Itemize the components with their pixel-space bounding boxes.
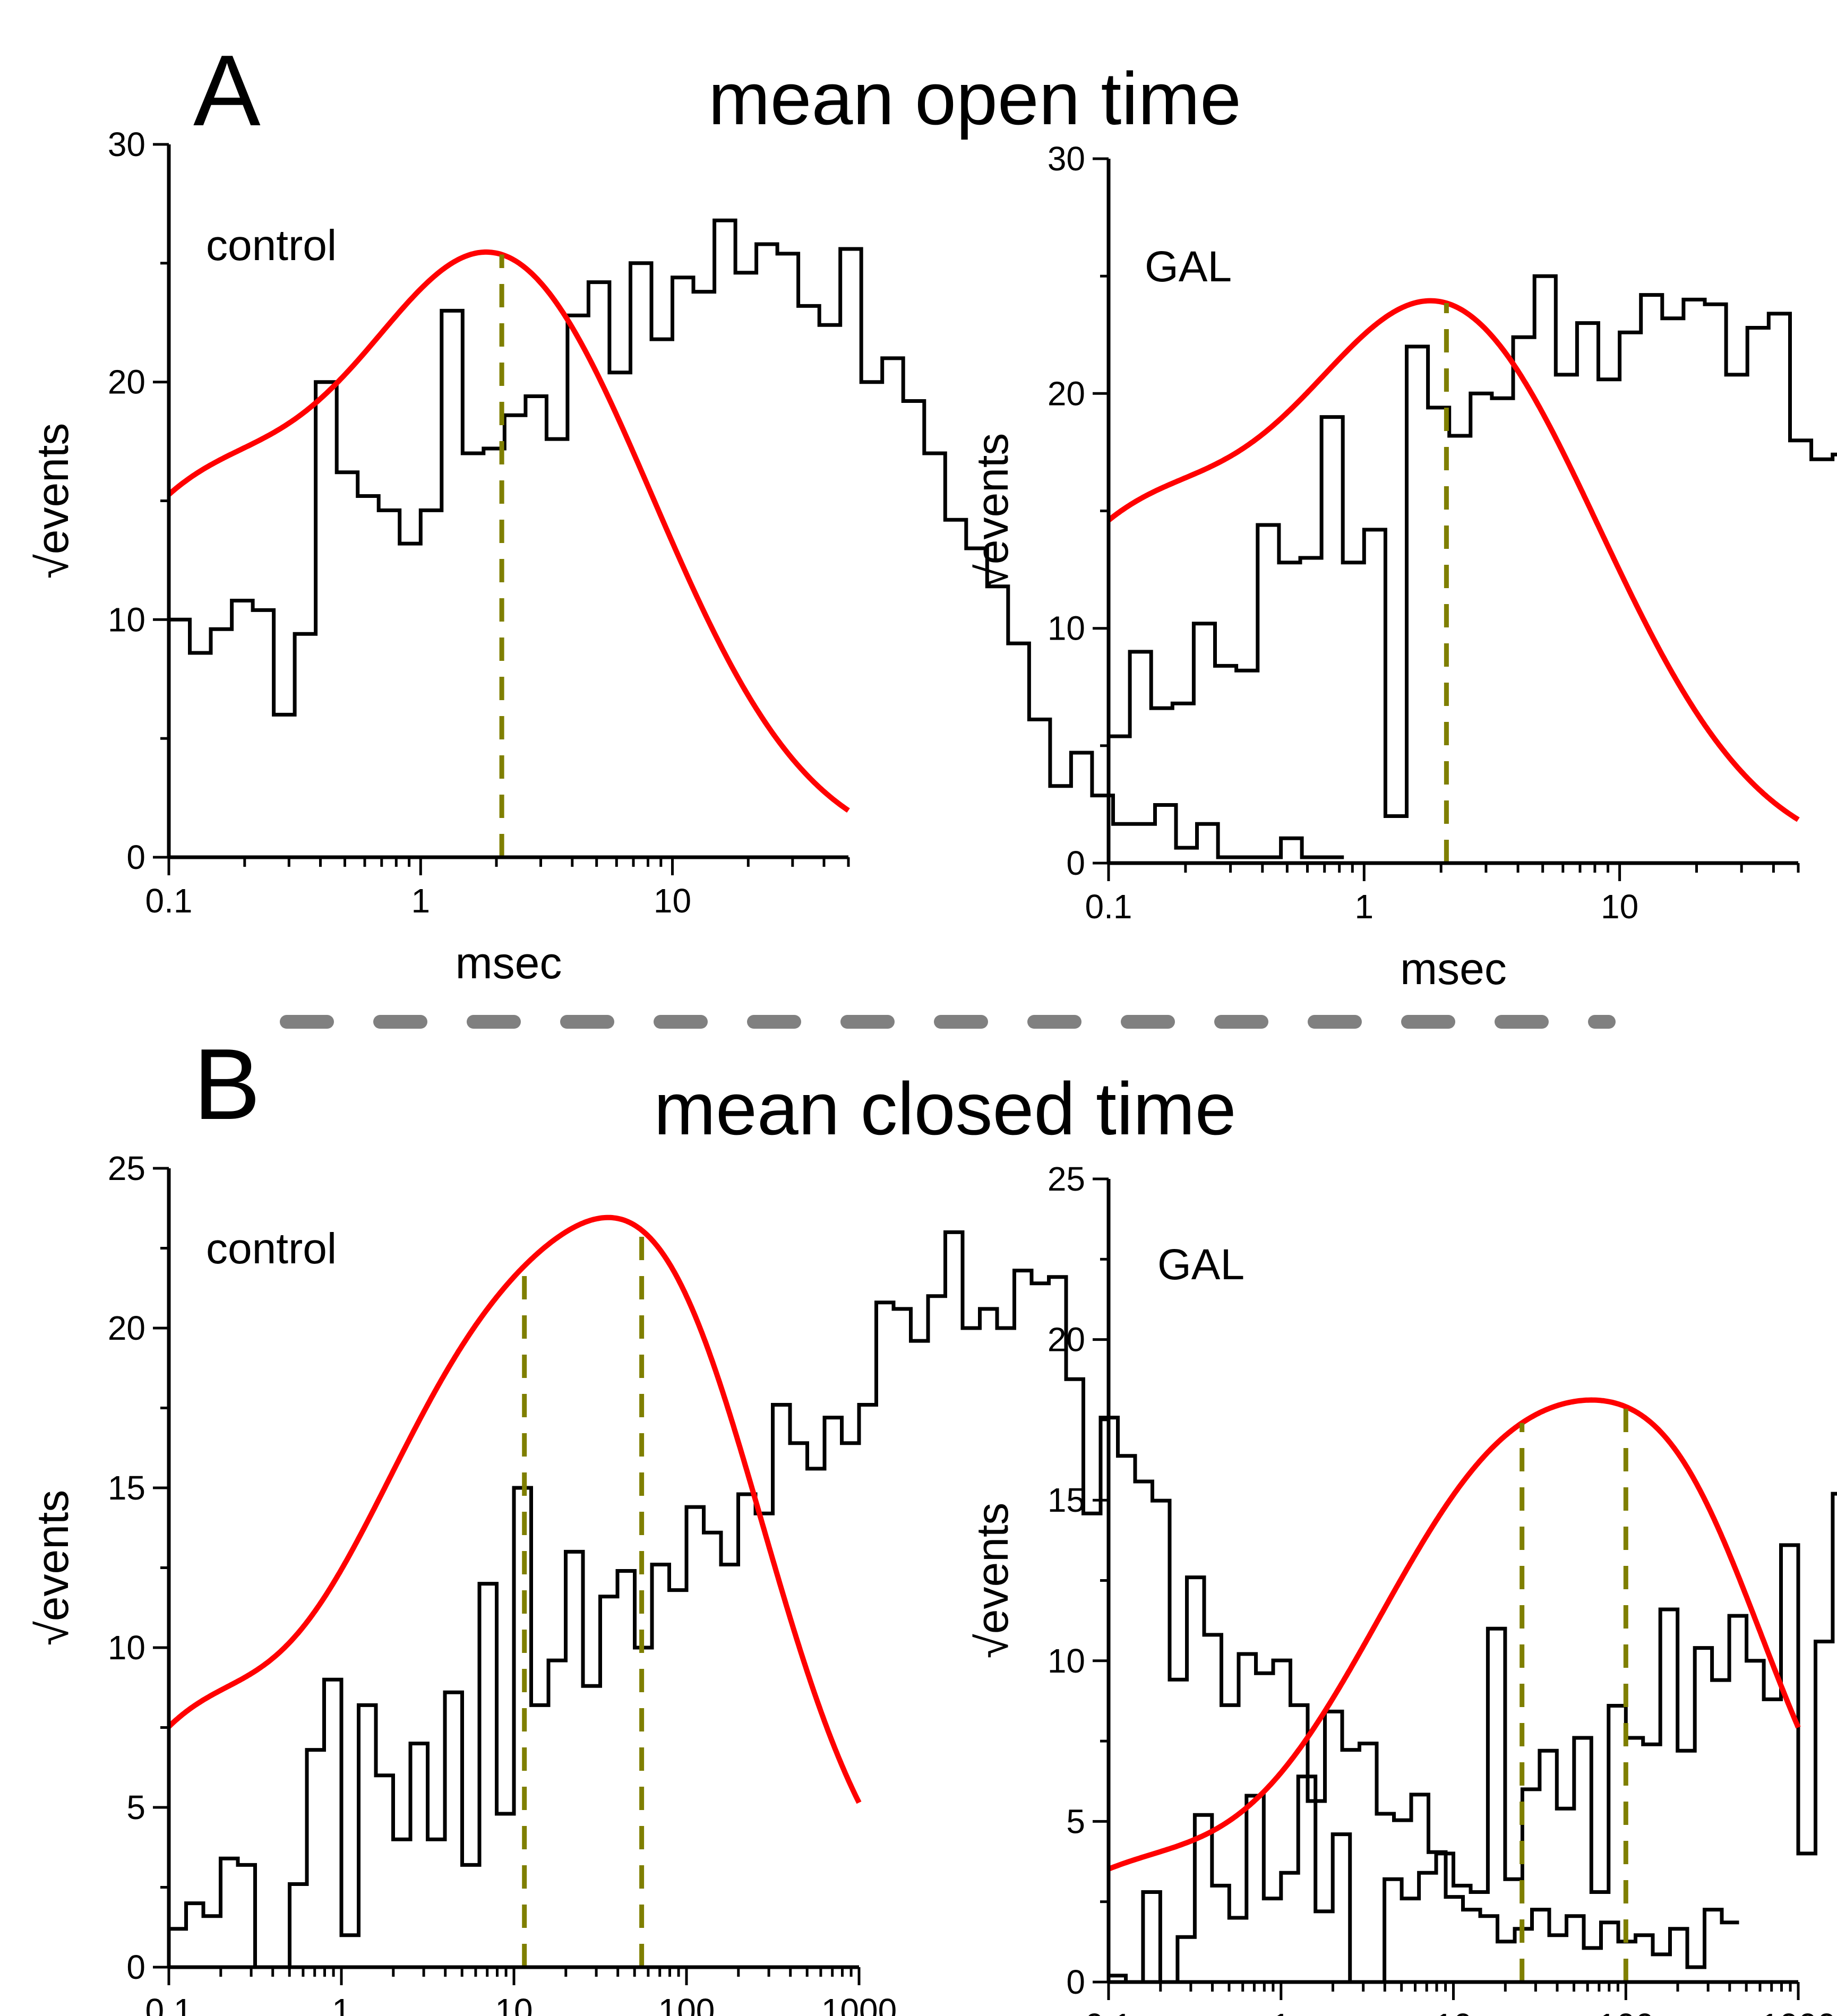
- histogram-series: [169, 1230, 1739, 1969]
- y-tick-label: 0: [126, 1948, 145, 1986]
- y-tick-label: 10: [1048, 609, 1085, 648]
- y-tick-label: 20: [108, 363, 145, 401]
- y-axis-label-text: events: [967, 433, 1017, 565]
- y-tick-label: 30: [108, 125, 145, 163]
- y-tick-label: 5: [1066, 1802, 1085, 1840]
- y-tick-label: 0: [1066, 844, 1085, 882]
- sqrt-symbol: √: [967, 1633, 1017, 1658]
- y-axis-label: √events: [967, 433, 1017, 589]
- y-tick-label: 5: [126, 1788, 145, 1827]
- fit-curve: [1108, 1397, 1801, 1872]
- x-tick-label: 10: [1435, 2006, 1472, 2016]
- panel-title-a: mean open time: [708, 57, 1241, 140]
- y-axis-label: √events: [28, 423, 78, 579]
- y-axis-label-text: events: [28, 1490, 78, 1622]
- y-tick-label: 25: [108, 1149, 145, 1187]
- histogram-series: [1109, 274, 1837, 818]
- x-tick-label: 100: [1598, 2006, 1654, 2016]
- x-tick-label: 1000: [821, 1992, 897, 2016]
- panel-title-b: mean closed time: [654, 1067, 1236, 1150]
- x-tick-label: 10: [1601, 888, 1638, 926]
- y-axis-label-text: events: [967, 1503, 1017, 1634]
- y-tick-label: 10: [108, 1629, 145, 1667]
- y-tick-label: 15: [108, 1469, 145, 1507]
- x-tick-label: 0.1: [145, 1992, 193, 2016]
- chart-b-control: 0.111010010000510152025msec√eventscontro…: [28, 1149, 1739, 2016]
- x-tick-label: 1: [332, 1992, 351, 2016]
- condition-label: control: [206, 221, 337, 270]
- x-axis-label: msec: [1400, 944, 1507, 994]
- x-tick-label: 10: [654, 882, 691, 920]
- sqrt-symbol: √: [28, 554, 78, 579]
- y-tick-label: 20: [1048, 374, 1085, 412]
- fit-curve: [1106, 298, 1800, 822]
- y-axis-label-text: events: [28, 423, 78, 555]
- x-tick-label: 10: [495, 1992, 533, 2016]
- histogram-series: [169, 218, 1344, 859]
- fit-curve: [167, 1214, 862, 1804]
- x-axis-label: msec: [456, 938, 562, 988]
- y-tick-label: 10: [108, 600, 145, 639]
- x-tick-label: 1: [411, 882, 431, 920]
- fit-curve: [167, 249, 850, 813]
- y-axis-label: √events: [967, 1503, 1017, 1659]
- y-tick-label: 20: [108, 1309, 145, 1347]
- x-tick-label: 1: [1272, 2006, 1291, 2016]
- sqrt-symbol: √: [28, 1621, 78, 1645]
- y-tick-label: 25: [1048, 1160, 1085, 1198]
- y-tick-label: 0: [126, 838, 145, 876]
- y-tick-label: 0: [1066, 1963, 1085, 2001]
- panel-letter-a: A: [193, 35, 261, 147]
- condition-label: GAL: [1145, 243, 1232, 291]
- y-tick-label: 15: [1048, 1481, 1085, 1519]
- y-tick-label: 10: [1048, 1642, 1085, 1680]
- y-tick-label: 20: [1048, 1321, 1085, 1359]
- sqrt-symbol: √: [967, 564, 1017, 589]
- panel-letter-b: B: [193, 1028, 261, 1141]
- condition-label: GAL: [1157, 1240, 1244, 1289]
- x-tick-label: 0.1: [145, 882, 193, 920]
- y-tick-label: 30: [1048, 140, 1085, 178]
- condition-label: control: [206, 1225, 337, 1273]
- x-tick-label: 100: [658, 1992, 715, 2016]
- x-tick-label: 1000: [1761, 2006, 1836, 2016]
- histogram-series: [1109, 1492, 1837, 1984]
- y-axis-label: √events: [28, 1490, 78, 1646]
- chart-a-gal: 0.1 1 10 0 10 20 30 msec √events GAL: [967, 140, 1837, 994]
- x-tick-label: 0.1: [1085, 2006, 1132, 2016]
- x-tick-label: 1: [1355, 888, 1374, 926]
- x-tick-label: 0.1: [1085, 888, 1132, 926]
